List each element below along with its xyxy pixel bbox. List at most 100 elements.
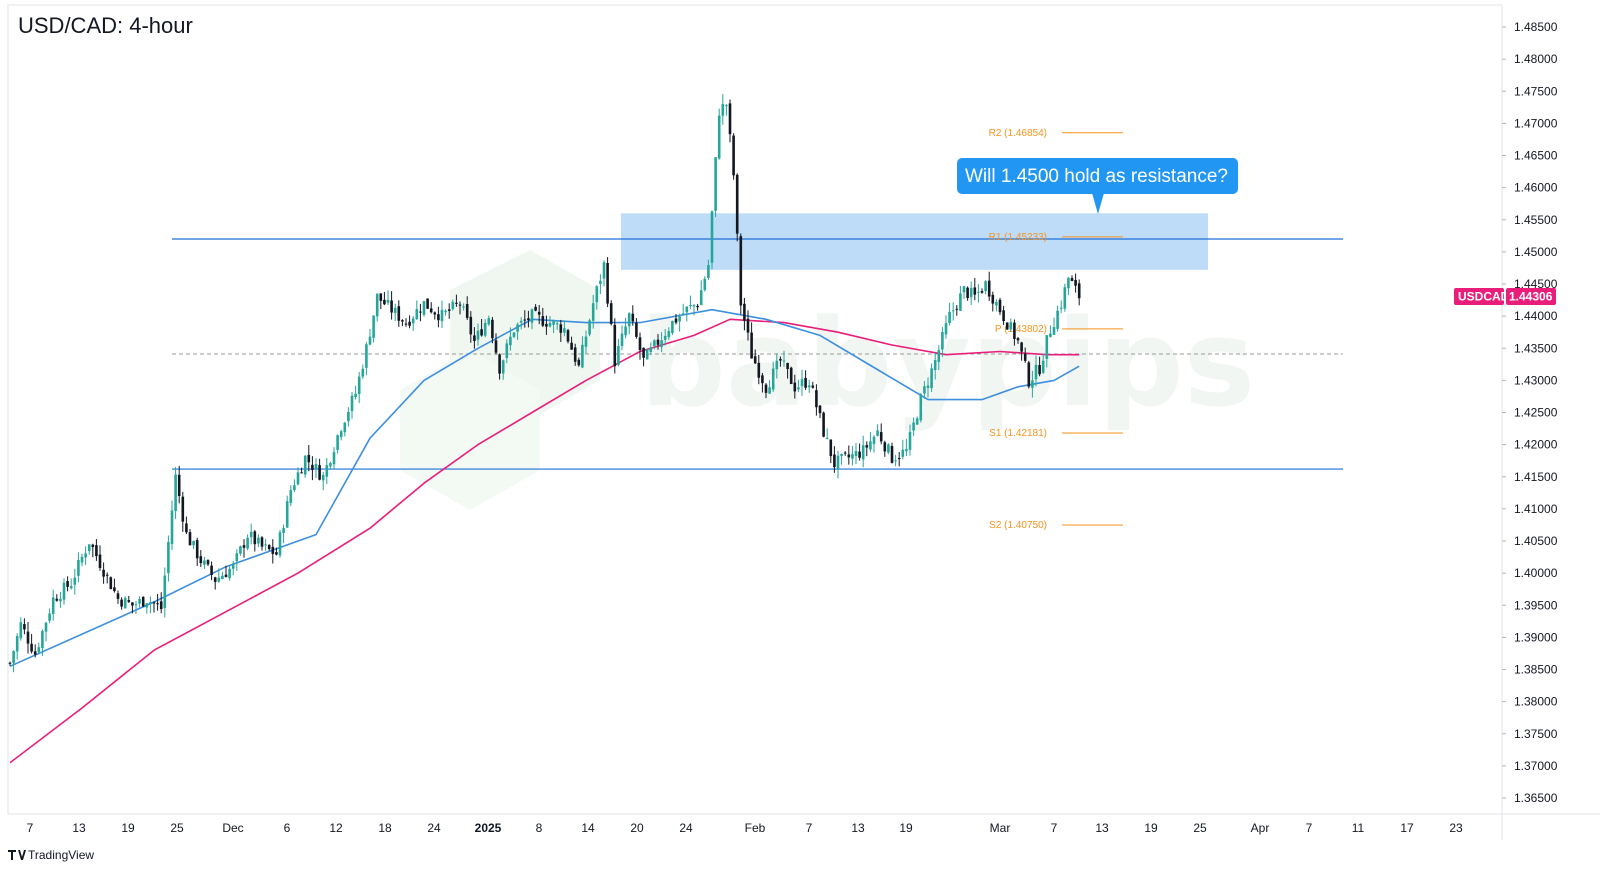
price-tick-label: 1.40500 — [1514, 534, 1558, 548]
candle-body — [858, 451, 861, 458]
callout-pointer — [1092, 193, 1104, 214]
candle-body — [195, 540, 199, 559]
price-tag-symbol: USDCAD — [1458, 289, 1510, 303]
candle-body — [786, 362, 789, 370]
tradingview-logo[interactable]: TradingView — [8, 848, 94, 862]
candle-body — [620, 333, 624, 346]
candle-body — [95, 545, 98, 557]
candle-body — [325, 465, 329, 477]
time-tick-label: 24 — [679, 821, 693, 835]
candle-body — [707, 265, 710, 278]
candle-body — [908, 431, 912, 450]
candle-body — [581, 344, 584, 368]
candle-body — [966, 287, 969, 299]
candle-body — [656, 339, 660, 345]
candle-body — [368, 336, 372, 345]
candle-body — [476, 330, 480, 340]
candle-body — [563, 328, 566, 333]
resistance-zone — [621, 213, 1208, 270]
candle-body — [588, 320, 591, 335]
candle-body — [746, 318, 750, 333]
candle-body — [671, 320, 674, 333]
candle-body — [573, 347, 577, 362]
pivot-label: S1 (1.42181) — [989, 428, 1047, 439]
candle-body — [714, 157, 717, 211]
price-tick-label: 1.44500 — [1514, 277, 1558, 291]
candle-body — [69, 586, 73, 589]
candle-body — [217, 577, 221, 582]
current-price-tag: USDCAD 1.44306 — [1454, 287, 1556, 305]
candle-body — [19, 622, 23, 639]
candle-body — [912, 422, 915, 431]
candle-body — [224, 574, 228, 578]
candle-body — [231, 563, 235, 569]
candle-body — [1016, 338, 1020, 341]
price-tick-label: 1.41500 — [1514, 470, 1558, 484]
price-tick-label: 1.46000 — [1514, 181, 1558, 195]
candle-body — [491, 319, 494, 339]
candle-body — [696, 305, 699, 308]
candle-body — [66, 581, 69, 587]
candle-body — [321, 474, 325, 481]
time-tick-label: 19 — [1144, 821, 1158, 835]
candle-body — [1067, 277, 1070, 289]
candle-body — [354, 393, 357, 398]
candle-body — [12, 651, 15, 664]
candle-body — [509, 336, 512, 346]
candle-body — [487, 318, 491, 325]
candle-body — [735, 174, 739, 234]
price-tick-label: 1.45000 — [1514, 245, 1558, 259]
candle-body — [1038, 365, 1041, 375]
candle-body — [271, 546, 275, 554]
candle-body — [977, 291, 980, 293]
candle-body — [653, 340, 656, 347]
candle-body — [984, 281, 987, 292]
candle-body — [386, 299, 390, 303]
candle-body — [15, 636, 19, 652]
price-tag-value-bg — [1506, 287, 1556, 305]
candle-body — [1005, 322, 1009, 330]
candle-body — [206, 560, 210, 565]
candle-body — [293, 485, 296, 491]
time-tick-label: 25 — [1193, 821, 1207, 835]
candle-body — [239, 546, 242, 554]
candle-body — [602, 262, 606, 279]
price-axis[interactable]: 1.48500 1.48000 1.47500 1.47000 1.46500 1.460… — [1502, 20, 1558, 805]
time-axis[interactable]: 7 13 19 25 Dec 6 12 18 24 2025 8 14 20 24 Feb 7 13 19 Mar 7… — [27, 821, 1463, 835]
candle-body — [595, 286, 599, 303]
time-tick-label: 2025 — [475, 821, 502, 835]
horizontal-lines-layer — [172, 238, 1343, 470]
candle-body — [41, 630, 44, 649]
candle-body — [534, 306, 537, 311]
time-tick-label: 7 — [806, 821, 813, 835]
candle-body — [98, 554, 102, 568]
time-tick-label: Dec — [222, 821, 243, 835]
candle-body — [1059, 307, 1063, 309]
candle-body — [185, 523, 188, 533]
candle-body — [743, 303, 746, 321]
candle-body — [77, 560, 80, 576]
candle-body — [750, 332, 753, 359]
candle-body — [577, 359, 581, 366]
candle-body — [919, 394, 923, 421]
candle-body — [660, 340, 663, 348]
candle-body — [890, 445, 894, 463]
candle-body — [1034, 364, 1038, 380]
watermark: babypips — [400, 250, 1255, 510]
candle-body — [962, 286, 966, 293]
candle-body — [116, 593, 120, 599]
candle-body — [933, 360, 937, 370]
price-tick-label: 1.43000 — [1514, 373, 1558, 387]
price-tick-label: 1.42000 — [1514, 438, 1558, 452]
candle-body — [48, 613, 51, 621]
candle-body — [825, 437, 829, 439]
candle-body — [951, 310, 955, 312]
candle-body — [761, 375, 764, 384]
candle-body — [1027, 362, 1031, 387]
candle-body — [775, 360, 779, 370]
candle-body — [37, 647, 41, 653]
candle-body — [732, 135, 735, 176]
chart-title: USD/CAD: 4-hour — [18, 13, 193, 38]
candle-body — [480, 329, 483, 336]
